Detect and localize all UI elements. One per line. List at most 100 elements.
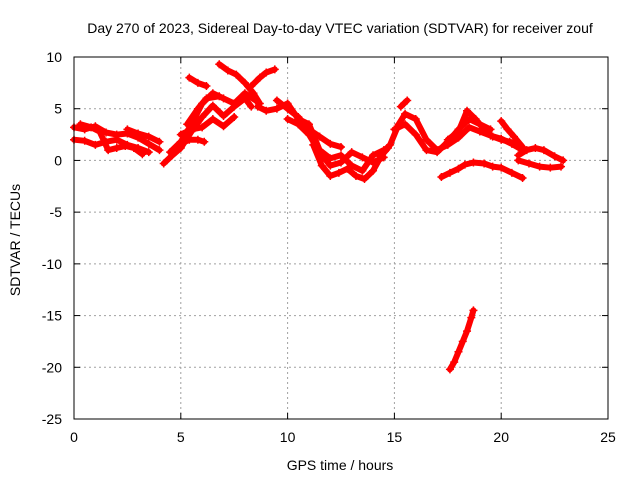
- data-point: [469, 158, 478, 167]
- series-band: [438, 159, 526, 181]
- data-point: [497, 135, 506, 144]
- data-point: [539, 146, 548, 155]
- data-point: [467, 313, 476, 322]
- data-point: [422, 146, 431, 155]
- data-point: [454, 164, 463, 173]
- data-point: [112, 144, 121, 153]
- data-point: [198, 112, 207, 121]
- data-point: [450, 358, 459, 367]
- data-point: [445, 365, 454, 374]
- series-arc-22: [437, 158, 527, 183]
- data-point: [505, 137, 514, 146]
- data-point: [503, 125, 512, 134]
- data-point: [386, 140, 395, 149]
- data-point: [144, 148, 153, 157]
- series-arc-21: [497, 117, 527, 151]
- series-arc-10: [185, 73, 211, 90]
- data-point: [401, 120, 410, 129]
- data-point: [262, 106, 271, 115]
- data-point: [202, 81, 211, 90]
- data-point: [138, 150, 147, 159]
- series-band: [397, 97, 411, 110]
- y-tick-label: -10: [42, 256, 62, 272]
- series-band: [248, 66, 278, 89]
- data-point: [230, 99, 239, 108]
- data-point: [469, 306, 478, 315]
- series-band: [184, 93, 223, 128]
- data-point: [230, 112, 239, 121]
- data-point: [480, 125, 489, 134]
- data-point: [557, 162, 566, 171]
- series-arc-4: [123, 125, 164, 146]
- data-point: [390, 125, 399, 134]
- data-point: [247, 81, 256, 90]
- x-tick-label: 0: [70, 429, 78, 445]
- grid: [74, 57, 608, 419]
- ticks: 0 5 10 15 20 25 -25 -20 -15 -10 -5 0 5 10: [42, 49, 616, 445]
- data-point: [200, 137, 209, 146]
- data-point: [375, 151, 384, 160]
- data-point: [315, 132, 324, 141]
- data-point: [488, 162, 497, 171]
- data-point: [480, 159, 489, 168]
- data-point: [185, 135, 194, 144]
- data-point: [535, 162, 544, 171]
- data-point: [176, 130, 185, 139]
- data-point: [215, 60, 224, 69]
- y-tick-label: 0: [54, 152, 62, 168]
- series-band: [216, 61, 263, 107]
- data-point: [255, 73, 264, 82]
- data-point: [240, 78, 249, 87]
- data-point: [437, 172, 446, 181]
- x-axis-label: GPS time / hours: [287, 457, 394, 473]
- data-point: [193, 78, 202, 87]
- data-point: [463, 106, 472, 115]
- data-point: [337, 142, 345, 151]
- series-arc-24: [514, 156, 566, 172]
- data-point: [102, 128, 111, 137]
- y-tick-label: -25: [42, 411, 62, 427]
- data-point: [433, 148, 442, 157]
- data-point: [518, 174, 527, 183]
- series-arc-3: [76, 120, 147, 159]
- data-point: [219, 111, 228, 120]
- data-point: [129, 144, 138, 153]
- data-point: [193, 104, 202, 113]
- data-point: [270, 65, 279, 74]
- x-tick-label: 15: [387, 429, 403, 445]
- y-tick-label: -15: [42, 308, 62, 324]
- data-point: [317, 161, 326, 170]
- data-point: [193, 135, 202, 144]
- data-point: [183, 120, 192, 129]
- series-arc-9: [176, 135, 209, 148]
- data-point: [454, 347, 463, 356]
- data-point: [249, 89, 258, 98]
- data-point: [208, 115, 217, 124]
- data-point: [123, 125, 132, 134]
- data-point: [337, 151, 345, 160]
- data-point: [326, 139, 335, 148]
- data-point: [95, 127, 104, 136]
- data-point: [80, 136, 89, 145]
- data-point: [76, 120, 85, 129]
- data-point: [208, 101, 217, 110]
- series-arc-19: [396, 96, 412, 111]
- data-point: [215, 92, 224, 101]
- series-band: [284, 116, 387, 169]
- x-tick-label: 10: [280, 429, 296, 445]
- data-point: [155, 137, 164, 146]
- x-tick-label: 20: [493, 429, 509, 445]
- data-point: [465, 123, 474, 132]
- series-arc-7: [176, 112, 239, 139]
- data-point: [531, 144, 540, 153]
- data-point: [507, 168, 516, 177]
- series-band: [177, 114, 238, 138]
- data-point: [445, 168, 454, 177]
- series-arc-15: [283, 115, 388, 170]
- data-point: [253, 102, 262, 111]
- data-point: [401, 109, 410, 118]
- data-point: [121, 141, 130, 150]
- data-point: [546, 163, 555, 172]
- data-point: [443, 135, 452, 144]
